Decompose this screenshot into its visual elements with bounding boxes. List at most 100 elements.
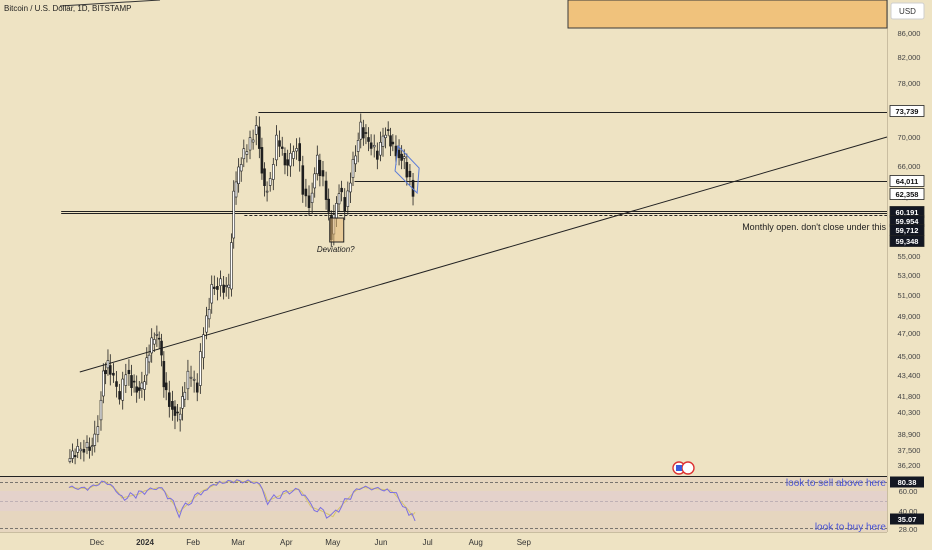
candle-body — [232, 190, 236, 239]
candle-body — [286, 159, 289, 166]
candle-body — [381, 135, 385, 147]
candle-body — [258, 126, 261, 149]
candle-body — [82, 448, 86, 453]
time-axis-label: Dec — [90, 538, 104, 547]
candle-body — [340, 187, 343, 193]
rsi-axis-label: 60.00 — [899, 487, 918, 496]
candle-body — [349, 182, 352, 193]
rsi-line — [68, 479, 416, 522]
candle-body — [254, 125, 258, 135]
price-badge — [889, 175, 925, 187]
candle-body — [124, 374, 128, 386]
candle-body — [76, 446, 79, 453]
descending-channel[interactable] — [394, 144, 420, 195]
candle-body — [265, 190, 269, 193]
chart-symbol-title: Bitcoin / U.S. Dollar, 1D, BITSTAMP — [4, 4, 131, 13]
candle-body — [283, 153, 287, 166]
candle-body — [132, 380, 136, 383]
candle-body — [195, 382, 199, 393]
time-axis-label: Aug — [469, 538, 483, 547]
candle-body — [173, 406, 177, 416]
candle-body — [335, 203, 338, 219]
candle-body — [405, 162, 409, 178]
price-badge — [889, 235, 925, 247]
price-axis-label: 78,000 — [898, 79, 921, 88]
price-badge-label: 60,191 — [896, 208, 919, 217]
monthly-open-note: Monthly open. don't close under this — [742, 222, 886, 232]
candle-body — [189, 376, 193, 379]
candle-body — [210, 284, 214, 304]
price-axis-label: 37,500 — [898, 446, 921, 455]
price-axis-label: 82,000 — [898, 53, 921, 62]
deviation-label: Deviation? — [317, 245, 355, 254]
candle-body — [143, 381, 146, 390]
candle-body — [167, 392, 171, 407]
candle-body — [137, 387, 141, 391]
candle-body — [362, 127, 365, 139]
time-axis-label: Apr — [280, 538, 293, 547]
price-axis-label: 38,900 — [898, 430, 921, 439]
partial-line — [59, 0, 161, 7]
candle-body — [186, 370, 190, 390]
flag-canton — [676, 465, 682, 471]
candle-body — [400, 153, 403, 161]
candle-body — [104, 369, 107, 375]
price-axis-label: 45,000 — [898, 352, 921, 361]
candle-body — [181, 396, 184, 409]
candle-body — [376, 150, 379, 160]
candle-body — [68, 458, 72, 462]
candle-body — [155, 333, 159, 336]
price-axis-label: 55,000 — [898, 252, 921, 261]
candle-body — [160, 340, 163, 356]
candle-body — [268, 178, 272, 186]
trendline[interactable] — [79, 136, 888, 373]
price-axis-label: 86,000 — [898, 29, 921, 38]
highlight-zone-box — [567, 0, 888, 29]
currency-button-label[interactable]: USD — [899, 7, 916, 16]
candle-body — [135, 386, 138, 393]
candle-body — [102, 370, 105, 397]
candle-body — [216, 286, 219, 290]
candle-body — [127, 369, 131, 375]
candle-body — [367, 137, 370, 142]
time-axis-label: Sep — [517, 538, 532, 547]
currency-button[interactable] — [890, 2, 925, 20]
candle-body — [207, 309, 211, 320]
event-flag-icon-2[interactable] — [681, 461, 695, 475]
candle-body — [313, 173, 317, 189]
candle-body — [205, 315, 208, 333]
candle-body — [73, 455, 77, 458]
price-axis-label: 43,400 — [898, 371, 921, 380]
candle-body — [343, 197, 347, 212]
candle-body — [222, 284, 225, 293]
candle-body — [224, 285, 228, 287]
candle-body — [192, 378, 196, 381]
rsi-badge — [890, 513, 924, 525]
candle-body — [164, 382, 168, 391]
candle-body — [356, 140, 360, 152]
candle-body — [162, 361, 166, 388]
time-axis-label: 2024 — [136, 538, 154, 547]
candle-body — [112, 372, 115, 376]
candle-body — [301, 165, 305, 195]
candle-body — [324, 180, 328, 200]
time-axis-label: Feb — [186, 538, 200, 547]
deviation-box[interactable] — [329, 217, 345, 243]
candle-body — [295, 148, 298, 152]
candle-body — [245, 151, 249, 155]
candle-body — [199, 351, 202, 386]
candle-body — [310, 192, 314, 203]
candle-body — [408, 170, 412, 178]
candle-body — [307, 195, 311, 208]
candle-body — [280, 146, 284, 149]
candle-body — [289, 152, 292, 167]
candle-body — [351, 159, 355, 178]
candle-body — [130, 375, 133, 388]
candle-body — [327, 198, 330, 213]
price-axis-label: 51,000 — [898, 291, 921, 300]
price-axis-label: 49,000 — [898, 312, 921, 321]
candle-body — [391, 141, 395, 145]
time-axis-label: Jul — [422, 538, 432, 547]
